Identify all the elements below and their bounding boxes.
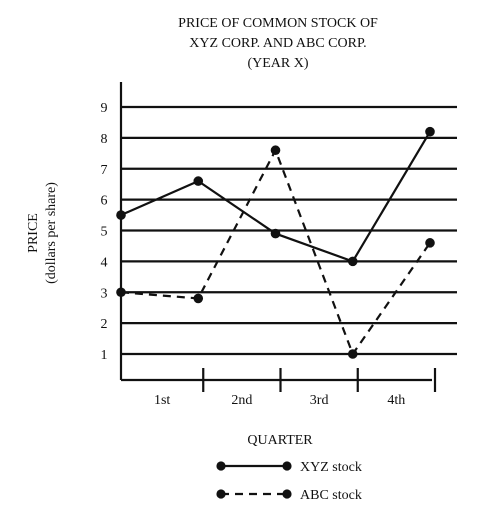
point-xyz-4 <box>425 126 435 137</box>
x-tick-label-3rd: 3rd <box>310 393 329 408</box>
point-abc-0 <box>116 287 126 298</box>
series-layer <box>116 126 435 359</box>
legend-item-abc: ABC stock <box>216 488 362 503</box>
title-line-1: PRICE OF COMMON STOCK OF <box>178 16 378 31</box>
y-tick-label-4: 4 <box>101 255 108 270</box>
y-tick-label-5: 5 <box>101 225 108 240</box>
y-axis-label: PRICE (dollars per share) <box>26 182 59 284</box>
y-tick-label-6: 6 <box>101 194 108 209</box>
x-tick-label-4th: 4th <box>387 393 405 408</box>
legend-label-abc: ABC stock <box>300 488 362 503</box>
point-xyz-2 <box>270 228 281 239</box>
y-axis-title: PRICE <box>26 213 41 253</box>
point-xyz-0 <box>116 210 126 220</box>
legend-marker-abc-start <box>216 489 226 499</box>
y-tick-label-8: 8 <box>101 132 108 147</box>
legend-label-xyz: XYZ stock <box>300 460 362 475</box>
x-tick-label-1st: 1st <box>154 393 170 408</box>
y-axis-subtitle: (dollars per share) <box>44 182 59 284</box>
y-tick-label-3: 3 <box>101 286 108 301</box>
point-xyz-3 <box>347 256 358 267</box>
legend-marker-xyz-start <box>216 461 226 471</box>
title-line-3: (YEAR X) <box>247 56 308 71</box>
chart-title: PRICE OF COMMON STOCK OF XYZ CORP. AND A… <box>178 16 378 71</box>
legend-marker-abc-end <box>282 489 292 499</box>
x-ticks <box>202 368 437 392</box>
point-abc-4 <box>425 238 435 248</box>
point-abc-1 <box>193 293 204 304</box>
point-abc-2 <box>270 145 281 156</box>
point-xyz-1 <box>193 176 204 186</box>
legend-marker-xyz-end <box>282 461 292 471</box>
y-tick-label-1: 1 <box>101 348 108 363</box>
legend-item-xyz: XYZ stock <box>216 460 362 475</box>
y-tick-label-9: 9 <box>101 101 108 116</box>
title-line-2: XYZ CORP. AND ABC CORP. <box>189 36 366 51</box>
gridlines <box>121 105 457 356</box>
y-tick-label-7: 7 <box>101 163 108 178</box>
legend: XYZ stock ABC stock <box>216 460 362 503</box>
x-tick-labels: 1st 2nd 3rd 4th <box>154 393 405 408</box>
x-axis-title: QUARTER <box>247 433 313 448</box>
x-tick-label-2nd: 2nd <box>231 393 252 408</box>
y-tick-label-2: 2 <box>101 317 108 332</box>
y-tick-labels: 1 2 3 4 5 6 7 8 9 <box>101 101 108 363</box>
point-abc-3 <box>347 349 358 359</box>
